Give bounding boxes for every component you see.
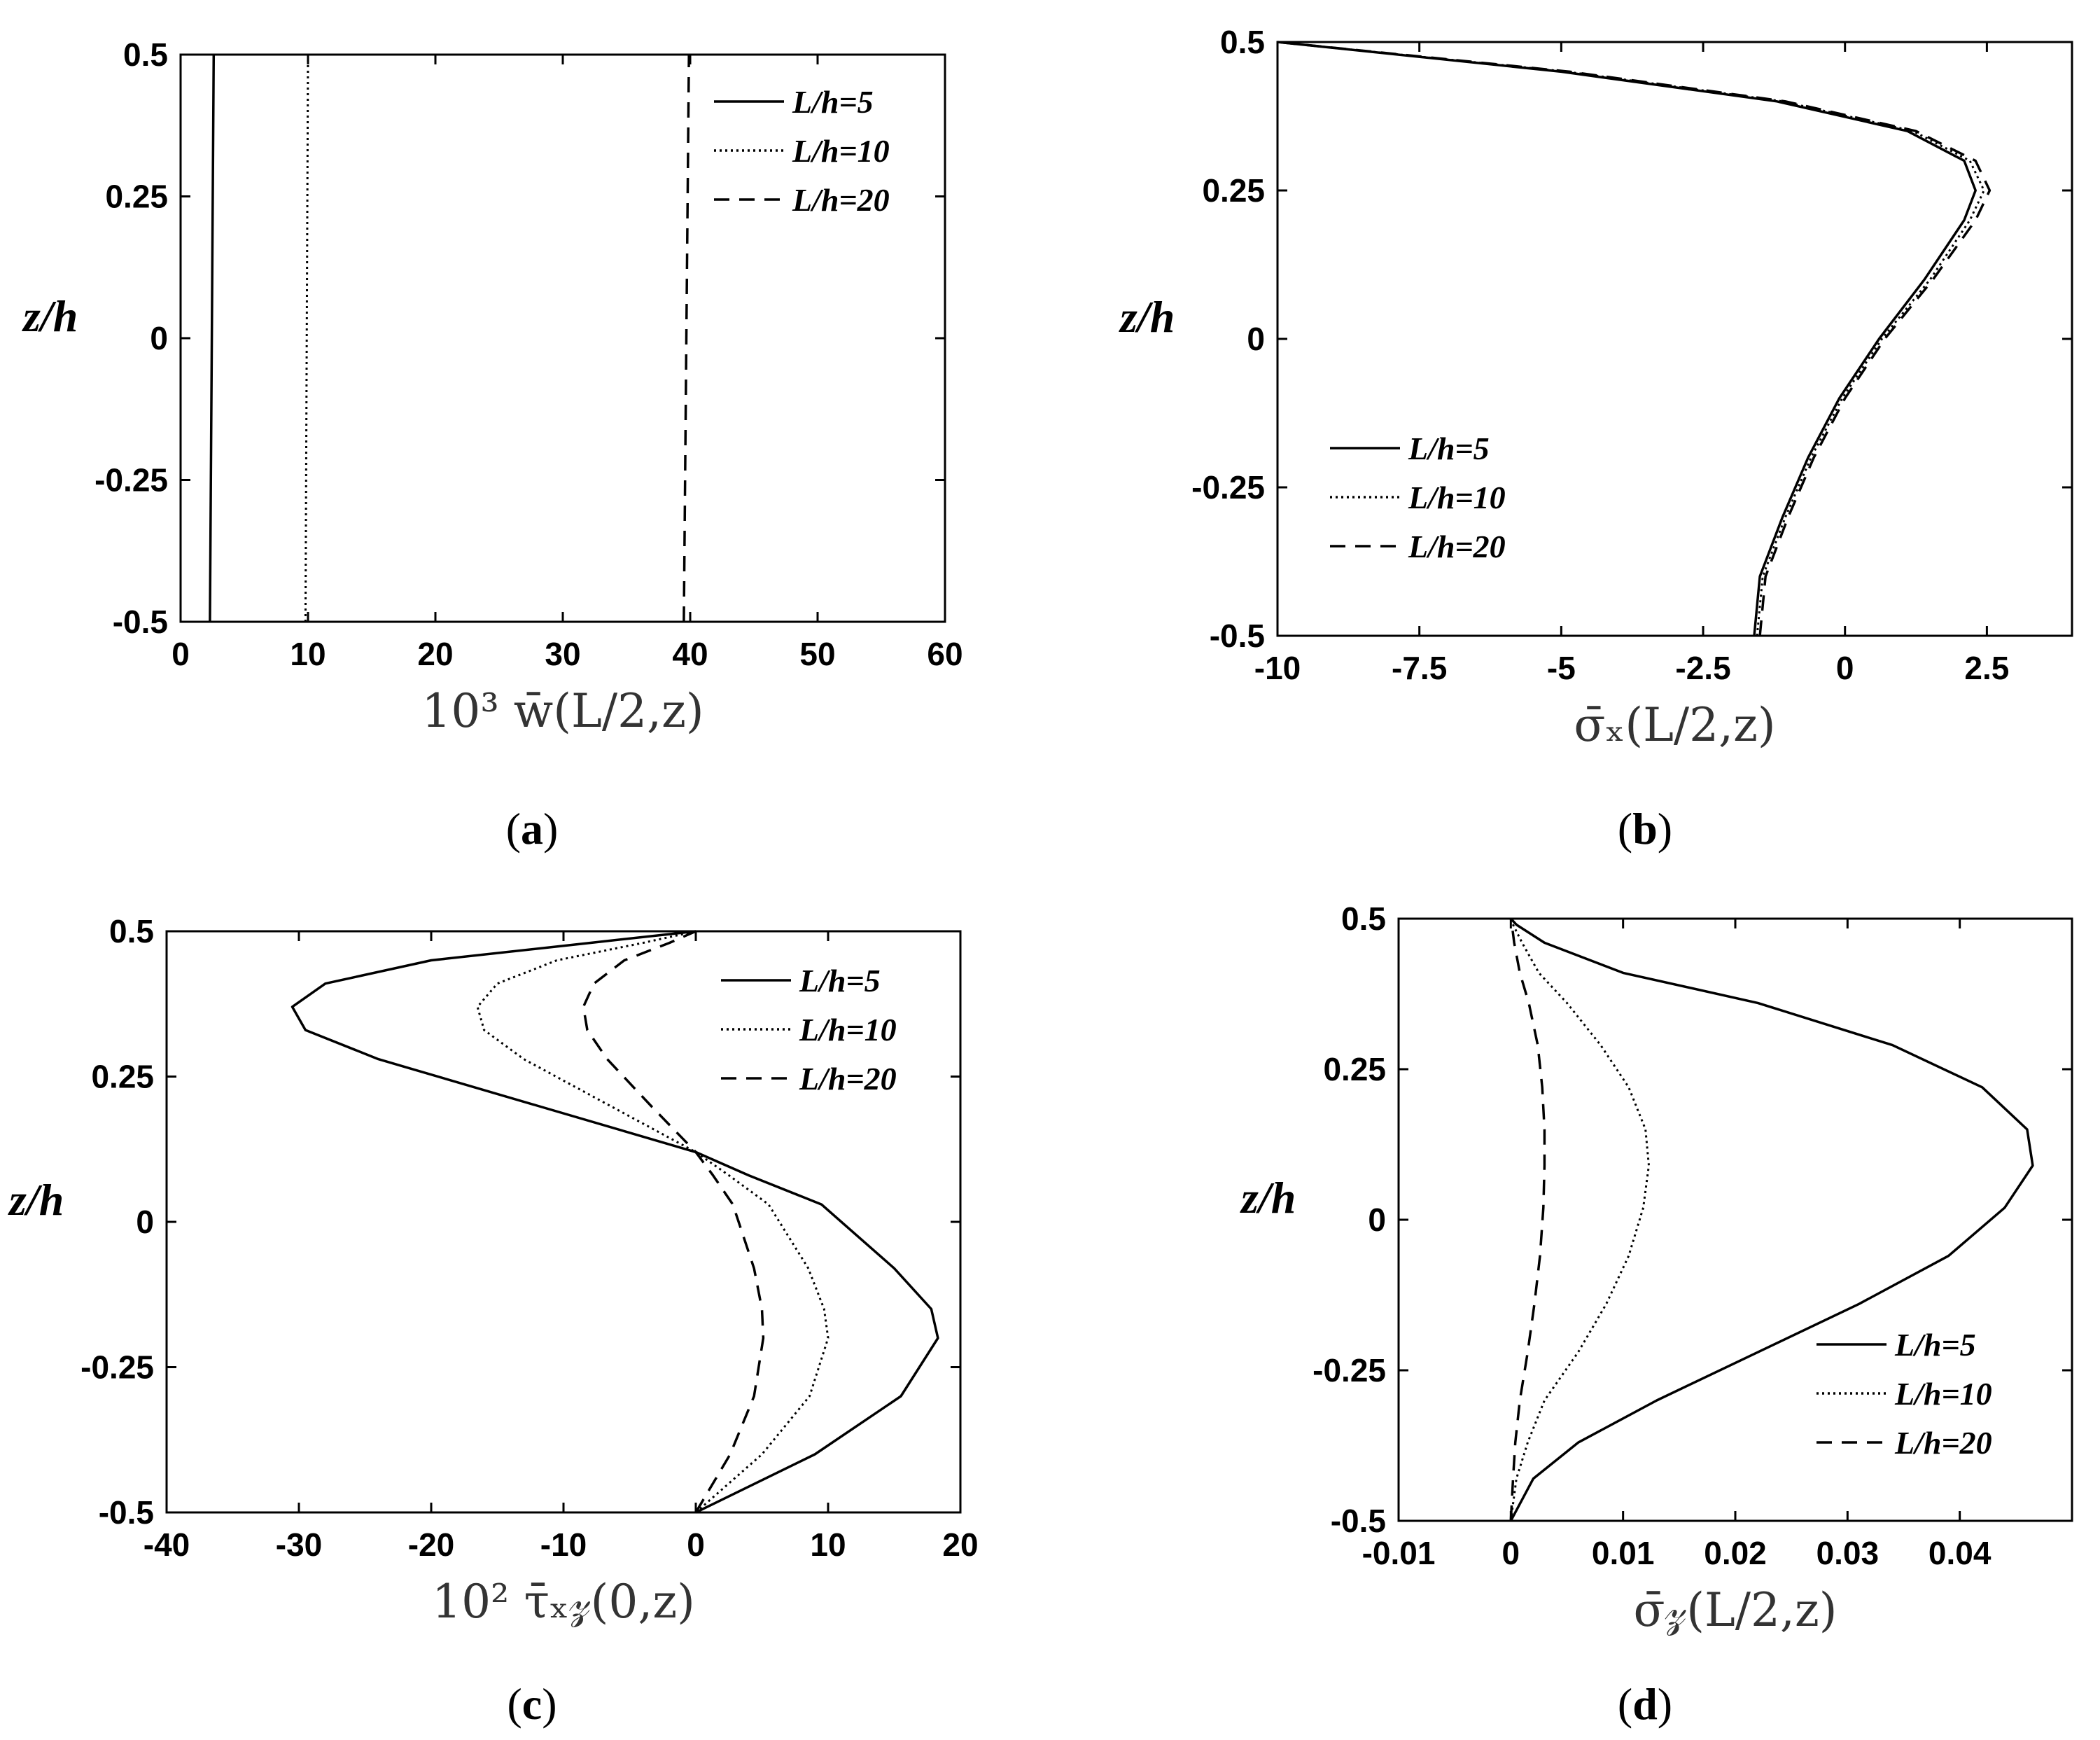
y-tick-label: 0 bbox=[150, 320, 168, 356]
x-tick-label: 2.5 bbox=[1964, 650, 2009, 686]
legend-label: L/h=5 bbox=[1894, 1327, 1976, 1363]
x-tick-label: -10 bbox=[1254, 650, 1301, 686]
y-tick-label: -0.25 bbox=[94, 462, 168, 499]
x-tick-label: 40 bbox=[672, 636, 708, 672]
y-tick-label: 0.5 bbox=[123, 36, 168, 73]
y-tick-label: 0 bbox=[1247, 321, 1265, 357]
series-line-l-h-20 bbox=[582, 930, 765, 1513]
legend-label: L/h=5 bbox=[792, 84, 874, 120]
panel-caption: (d) bbox=[1618, 1679, 1672, 1729]
y-tick-label: 0 bbox=[1368, 1202, 1386, 1238]
x-tick-label: -10 bbox=[540, 1526, 587, 1563]
x-tick-label: 0.04 bbox=[1928, 1535, 1991, 1571]
panel-caption: (a) bbox=[506, 804, 559, 854]
x-tick-label: -2.5 bbox=[1675, 650, 1730, 686]
panel-caption: (c) bbox=[507, 1679, 556, 1729]
legend-label: L/h=20 bbox=[1408, 529, 1506, 564]
x-tick-label: 10 bbox=[290, 636, 326, 672]
y-axis-label: z/h bbox=[1240, 1173, 1296, 1223]
legend: L/h=5 L/h=10 L/h=20 bbox=[1816, 1327, 1992, 1461]
x-axis-label: σ̄𝓏(L/2,z) bbox=[1633, 1583, 1837, 1637]
legend-label: L/h=5 bbox=[1408, 431, 1490, 466]
x-tick-label: 10 bbox=[810, 1526, 846, 1563]
x-axis-label: 10³ w̄(L/2,z) bbox=[421, 684, 704, 738]
series-line-l-h-5 bbox=[209, 54, 216, 622]
x-axis-label: σ̄ₓ(L/2,z) bbox=[1574, 698, 1775, 752]
x-tick-label: -40 bbox=[144, 1526, 190, 1563]
y-axis-label: z/h bbox=[22, 291, 78, 341]
y-tick-label: 0.25 bbox=[105, 179, 168, 215]
y-tick-label: -0.25 bbox=[1312, 1352, 1386, 1388]
y-tick-label: 0.25 bbox=[91, 1059, 154, 1095]
y-tick-label: -0.5 bbox=[113, 604, 168, 640]
series-line-l-h-10 bbox=[304, 54, 309, 622]
x-tick-label: 30 bbox=[545, 636, 580, 672]
y-tick-label: 0.25 bbox=[1323, 1051, 1386, 1087]
x-axis-label: 10² τ̄ₓ𝓏(0,z) bbox=[432, 1575, 695, 1629]
series-line-l-h-10 bbox=[1509, 918, 1650, 1522]
legend-label: L/h=10 bbox=[792, 133, 890, 169]
series-line-l-h-20 bbox=[1277, 41, 1991, 636]
y-tick-label: -0.5 bbox=[99, 1494, 154, 1531]
x-tick-label: 0 bbox=[172, 636, 190, 672]
series-line-l-h-20 bbox=[1509, 918, 1546, 1522]
panel-caption: (b) bbox=[1618, 804, 1672, 854]
legend-label: L/h=20 bbox=[799, 1061, 897, 1097]
y-tick-label: 0.5 bbox=[109, 913, 154, 949]
legend: L/h=5 L/h=10 L/h=20 bbox=[1330, 431, 1506, 564]
x-tick-label: 0 bbox=[687, 1526, 705, 1563]
y-tick-label: -0.5 bbox=[1331, 1503, 1386, 1539]
x-tick-label: -30 bbox=[276, 1526, 322, 1563]
x-tick-label: 0.02 bbox=[1704, 1535, 1767, 1571]
legend: L/h=5 L/h=10 L/h=20 bbox=[714, 84, 890, 218]
legend: L/h=5 L/h=10 L/h=20 bbox=[721, 963, 897, 1097]
series-line-l-h-20 bbox=[682, 54, 690, 622]
chart-panel-d: -0.01 0 0.01 0.02 0.03 0.04 0.5 0.25 0 -0.25 -0.5 L… bbox=[1240, 900, 2073, 1729]
y-tick-label: 0.25 bbox=[1202, 172, 1265, 209]
x-tick-label: 20 bbox=[942, 1526, 978, 1563]
chart-panel-b: -10 -7.5 -5 -2.5 0 2.50.50.250-0.25-0.5L/h=5L… bbox=[1119, 24, 2073, 854]
series-line-l-h-5 bbox=[1509, 917, 2034, 1522]
series-line-l-h-10 bbox=[1277, 41, 1985, 636]
legend-label: L/h=10 bbox=[799, 1012, 897, 1048]
x-tick-label: -0.01 bbox=[1362, 1535, 1436, 1571]
x-tick-label: -20 bbox=[408, 1526, 454, 1563]
x-tick-label: 50 bbox=[799, 636, 835, 672]
y-tick-label: -0.25 bbox=[1191, 469, 1265, 506]
chart-panel-c: -40 -30 -20 -10 0 10 200.50.250-0.25-0.5L/h=5L… bbox=[8, 913, 979, 1729]
x-tick-label: 20 bbox=[417, 636, 453, 672]
legend-label: L/h=20 bbox=[1894, 1425, 1992, 1461]
series-line-l-h-10 bbox=[476, 930, 830, 1514]
y-tick-label: 0.5 bbox=[1220, 24, 1265, 60]
legend-label: L/h=20 bbox=[792, 182, 890, 218]
y-tick-label: -0.5 bbox=[1210, 618, 1265, 654]
legend-label: L/h=10 bbox=[1408, 480, 1506, 515]
series-line-l-h-5 bbox=[1277, 41, 1977, 636]
chart-panel-a: 0 10 20 30 40 50 60 0.5 0.25 0 -0.25 -0.5 L/h=5 L/h=1… bbox=[22, 36, 963, 854]
x-tick-label: 0 bbox=[1836, 650, 1854, 686]
y-tick-label: 0 bbox=[136, 1204, 154, 1240]
x-tick-label: -5 bbox=[1547, 650, 1576, 686]
legend-label: L/h=5 bbox=[799, 963, 881, 998]
legend-label: L/h=10 bbox=[1894, 1376, 1992, 1412]
x-tick-label: 60 bbox=[927, 636, 962, 672]
plot-frame bbox=[1276, 41, 2073, 637]
y-tick-label: 0.5 bbox=[1341, 900, 1386, 937]
y-axis-label: z/h bbox=[8, 1175, 64, 1225]
x-tick-label: -7.5 bbox=[1392, 650, 1447, 686]
x-tick-label: 0.01 bbox=[1592, 1535, 1655, 1571]
x-tick-label: 0 bbox=[1502, 1535, 1520, 1571]
y-axis-label: z/h bbox=[1119, 292, 1175, 342]
x-tick-label: 0.03 bbox=[1816, 1535, 1879, 1571]
y-tick-label: -0.25 bbox=[80, 1349, 154, 1386]
